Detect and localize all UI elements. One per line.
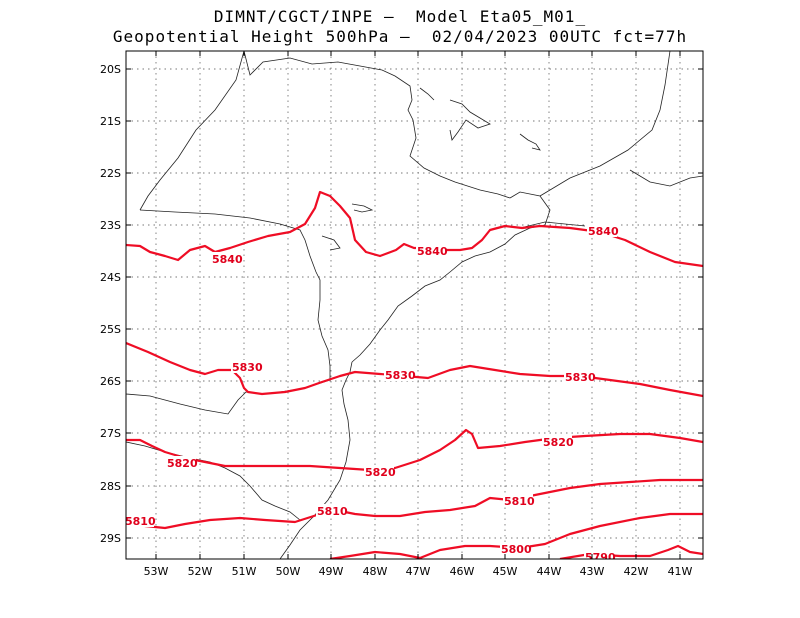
label-bg (211, 252, 241, 265)
grid (126, 51, 703, 559)
lon-label: 44W (537, 565, 562, 578)
lon-label: 49W (319, 565, 344, 578)
contour-label-5820: 5820 (543, 436, 574, 449)
lon-label: 43W (580, 565, 605, 578)
latitude-labels: 20S 21S 22S 23S 24S 25S 26S 27S 28S 29S (100, 63, 121, 545)
contour-5810 (126, 478, 703, 530)
label-bg (542, 435, 572, 448)
lat-label: 29S (100, 532, 121, 545)
contour-label-5810: 5810 (317, 505, 348, 518)
lat-label: 27S (100, 427, 121, 440)
contour-label-5820: 5820 (167, 457, 198, 470)
lat-label: 22S (100, 167, 121, 180)
label-bg (126, 514, 154, 527)
label-bg (503, 494, 533, 507)
lat-label: 21S (100, 115, 121, 128)
lat-label: 23S (100, 219, 121, 232)
contour-label-5830: 5830 (385, 369, 416, 382)
contour-5800 (329, 512, 703, 559)
lat-label: 24S (100, 271, 121, 284)
label-bg (584, 550, 614, 559)
lat-label: 28S (100, 480, 121, 493)
contour-labels: 5840 5840 5840 5830 5830 5830 5820 5820 … (125, 224, 619, 564)
label-bg (587, 224, 617, 237)
lon-label: 50W (276, 565, 301, 578)
tick-marks (126, 51, 703, 559)
lon-label: 41W (668, 565, 693, 578)
lat-label: 26S (100, 375, 121, 388)
label-bg (500, 542, 530, 555)
chart-title-line-1: DIMNT/CGCT/INPE – Model Eta05_M01_ (213, 7, 587, 26)
longitude-labels: 53W 52W 51W 50W 49W 48W 47W 46W 45W 44W … (144, 565, 693, 578)
contour-label-5830: 5830 (565, 371, 596, 384)
lon-label: 46W (450, 565, 475, 578)
label-bg (316, 504, 346, 517)
contour-label-5810: 5810 (125, 515, 156, 528)
label-bg (564, 370, 594, 383)
contour-5790 (559, 544, 703, 559)
map-frame (125, 50, 704, 560)
lon-label: 47W (406, 565, 431, 578)
lon-label: 53W (144, 565, 169, 578)
lat-label: 25S (100, 323, 121, 336)
contour-label-5790: 5790 (585, 551, 616, 564)
label-bg (384, 368, 414, 381)
lon-label: 52W (188, 565, 213, 578)
contour-5830 (126, 341, 703, 398)
contour-label-5840: 5840 (588, 225, 619, 238)
label-bg (364, 465, 394, 478)
lon-label: 48W (363, 565, 388, 578)
lon-label: 51W (232, 565, 257, 578)
label-bg (416, 243, 446, 256)
label-bg (166, 456, 196, 469)
label-bg (231, 360, 261, 373)
contour-5820 (126, 428, 703, 472)
lon-label: 42W (624, 565, 649, 578)
contour-label-5810: 5810 (504, 495, 535, 508)
contour-label-5800: 5800 (501, 543, 532, 556)
chart-title-line-2: Geopotential Height 500hPa – 02/04/2023 … (112, 27, 688, 46)
contour-label-5840: 5840 (212, 253, 243, 266)
lat-label: 20S (100, 63, 121, 76)
contour-label-5820: 5820 (365, 466, 396, 479)
lon-label: 45W (493, 565, 518, 578)
contour-label-5830: 5830 (232, 361, 263, 374)
contour-5840 (126, 190, 703, 268)
contour-label-5840: 5840 (417, 245, 448, 258)
